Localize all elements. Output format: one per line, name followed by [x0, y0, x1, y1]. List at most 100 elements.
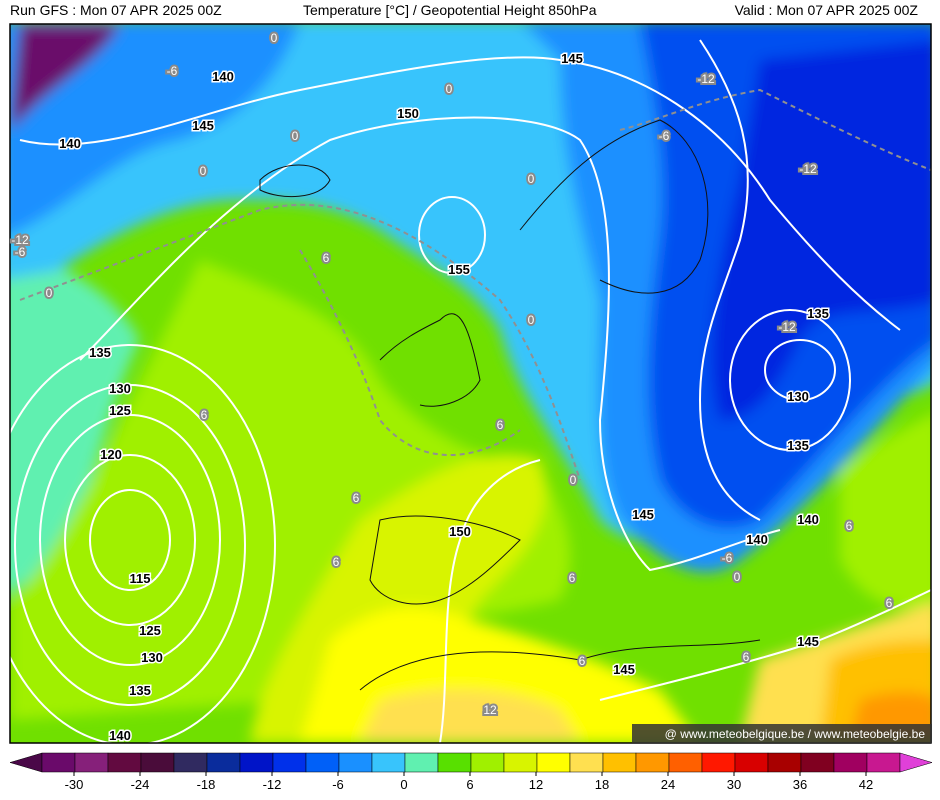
- watermark-box: [632, 724, 932, 743]
- height-label: 135: [129, 683, 151, 698]
- colorbar-swatch: [371, 752, 406, 773]
- height-label: 140: [746, 532, 768, 547]
- colorbar-swatch: [602, 752, 637, 773]
- temperature-contours: [19, 88, 931, 481]
- height-label: 145: [613, 662, 635, 677]
- temperature-label: -6: [722, 551, 733, 565]
- colorbar-swatch: [503, 752, 538, 773]
- colorbar-swatch: [701, 752, 736, 773]
- temperature-label: 0: [528, 172, 535, 186]
- colorbar-swatch: [74, 752, 109, 773]
- temperature-label: 6: [579, 654, 586, 668]
- temperature-label: -12: [778, 320, 796, 334]
- colorbar-tick-label: -30: [65, 777, 84, 792]
- temperature-label: -12: [799, 162, 817, 176]
- colorbar-swatch: [239, 752, 274, 773]
- valid-label: Valid : Mon 07 APR 2025 00Z: [734, 2, 918, 18]
- colorbar-swatch: [305, 752, 340, 773]
- temperature-label: 0: [271, 31, 278, 45]
- colorbar-swatch: [800, 752, 835, 773]
- colorbar-swatch: [404, 752, 439, 773]
- temperature-label: 6: [333, 555, 340, 569]
- temperature-label: -6: [659, 129, 670, 143]
- height-label: 135: [807, 306, 829, 321]
- watermark: @ www.meteobelgique.be / www.meteobelgie…: [665, 727, 926, 741]
- colorbar-tick-label: 24: [661, 777, 675, 792]
- height-label: 130: [141, 650, 163, 665]
- colorbar: -30 -24 -18 -12 -6 0 6 12 18 24 30 36 42: [9, 752, 933, 792]
- temperature-label: 6: [886, 596, 893, 610]
- temperature-field: [10, 24, 931, 743]
- temperature-label: 0: [292, 129, 299, 143]
- colorbar-tick-label: 42: [859, 777, 873, 792]
- height-label: 140: [109, 728, 131, 743]
- height-label: 135: [89, 345, 111, 360]
- height-label: 125: [139, 623, 161, 638]
- colorbar-swatch: [173, 752, 208, 773]
- colorbar-swatch: [767, 752, 802, 773]
- map-title: Temperature [°C] / Geopotential Height 8…: [303, 2, 597, 18]
- colorbar-swatch: [470, 752, 505, 773]
- colorbar-swatch: [41, 752, 76, 773]
- temperature-label: 6: [846, 519, 853, 533]
- colorbar-swatch: [866, 752, 901, 773]
- colorbar-swatch: [569, 752, 604, 773]
- temperature-label: 6: [201, 408, 208, 422]
- colorbar-tick-label: 12: [529, 777, 543, 792]
- temperature-label: 6: [497, 418, 504, 432]
- height-contours: [10, 39, 931, 743]
- colorbar-swatch: [668, 752, 703, 773]
- map-frame: [9, 23, 932, 744]
- colorbar-arrow: [9, 752, 43, 773]
- height-label: 135: [787, 438, 809, 453]
- colorbar-tick-label: -6: [332, 777, 344, 792]
- colorbar-swatch: [107, 752, 142, 773]
- contour-labels: 1401451401451501551351301251201151251301…: [9, 29, 894, 745]
- colorbar-swatch: [734, 752, 769, 773]
- run-label: Run GFS : Mon 07 APR 2025 00Z: [10, 2, 222, 18]
- coastlines: [259, 119, 761, 691]
- colorbar-tick-label: 30: [727, 777, 741, 792]
- height-label: 120: [100, 447, 122, 462]
- height-label: 155: [448, 262, 470, 277]
- temperature-label: 12: [483, 703, 497, 717]
- temperature-label: 0: [446, 82, 453, 96]
- colorbar-tick-label: 36: [793, 777, 807, 792]
- temperature-label: 0: [46, 286, 53, 300]
- temperature-label: 6: [323, 251, 330, 265]
- temperature-label: 0: [734, 570, 741, 584]
- height-label: 145: [561, 51, 583, 66]
- colorbar-tick-label: -12: [263, 777, 282, 792]
- colorbar-tick-label: -18: [197, 777, 216, 792]
- temperature-label: 6: [743, 650, 750, 664]
- colorbar-swatch: [272, 752, 307, 773]
- temperature-label: -12: [697, 72, 715, 86]
- colorbar-tick-label: 0: [400, 777, 407, 792]
- colorbar-tick-label: 6: [466, 777, 473, 792]
- height-label: 125: [109, 403, 131, 418]
- colorbar-swatch: [635, 752, 670, 773]
- height-label: 145: [632, 507, 654, 522]
- colorbar-arrow: [899, 752, 933, 773]
- colorbar-swatch: [140, 752, 175, 773]
- height-label: 140: [212, 69, 234, 84]
- temperature-label: -12: [11, 233, 29, 247]
- colorbar-tick-label: -24: [131, 777, 150, 792]
- temperature-label: 0: [570, 473, 577, 487]
- colorbar-swatch: [833, 752, 868, 773]
- height-label: 130: [787, 389, 809, 404]
- height-label: 150: [449, 524, 471, 539]
- height-label: 130: [109, 381, 131, 396]
- height-label: 140: [797, 512, 819, 527]
- colorbar-swatch: [338, 752, 373, 773]
- height-label: 145: [192, 118, 214, 133]
- height-label: 115: [130, 571, 151, 586]
- temperature-label: 0: [200, 164, 207, 178]
- height-label: 150: [397, 106, 419, 121]
- height-label: 140: [59, 136, 81, 151]
- height-label: 145: [797, 634, 819, 649]
- temperature-label: 6: [353, 491, 360, 505]
- colorbar-swatch: [437, 752, 472, 773]
